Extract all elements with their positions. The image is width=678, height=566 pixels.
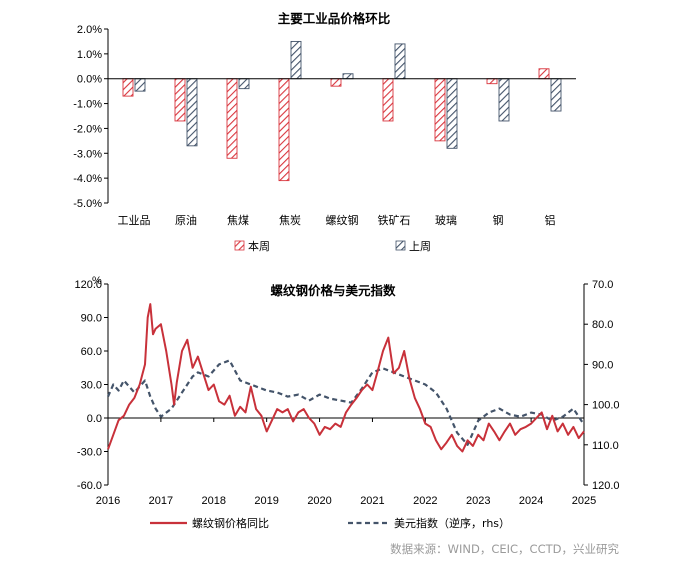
rebar-yoy-line (107, 303, 585, 453)
bar-this-week (122, 78, 134, 97)
x-tick-label: 2017 (149, 495, 173, 507)
x-tick-label: 2016 (96, 495, 120, 507)
bar-category-label: 螺纹钢 (326, 213, 359, 227)
right-y-tick-label: 70.0 (592, 279, 613, 291)
x-tick-label: 2019 (254, 495, 278, 507)
bar-last-week (342, 73, 354, 80)
x-tick-label: 2021 (360, 495, 384, 507)
bar-category-label: 工业品 (118, 214, 151, 227)
bar-this-week (538, 68, 550, 80)
left-y-tick-label: 0.0 (87, 413, 102, 425)
left-y-tick-label: 30.0 (81, 380, 102, 392)
line-series (106, 303, 585, 453)
bar-y-tick-label: -3.0% (73, 148, 102, 160)
bar-category-labels: 工业品 原油 焦煤 焦炭 螺纹钢 铁矿石 玻璃 钢 铝 (118, 213, 556, 227)
line-legend: 螺纹钢价格同比 美元指数（逆序，rhs） (150, 516, 510, 530)
bar-this-week (226, 78, 238, 159)
bar-y-tick-label: -5.0% (73, 198, 102, 210)
bar-this-week (174, 78, 186, 122)
x-tick-label: 2024 (519, 495, 543, 507)
bar-last-week (186, 78, 198, 147)
left-y-tick-label: 90.0 (81, 313, 102, 325)
bar-y-axis: 2.0% 1.0% 0.0% -1.0% -2.0% -3.0% -4.0% -5.0% (73, 24, 109, 210)
legend-label-dxy: 美元指数（逆序，rhs） (394, 516, 510, 530)
bar-last-week (134, 78, 146, 92)
bar-y-tick-label: 0.0% (77, 74, 102, 86)
right-y-tick-label: 120.0 (592, 480, 620, 492)
bar-this-week (382, 78, 394, 122)
bar-y-tick-label: 1.0% (77, 49, 102, 61)
bar-category-label: 铝 (545, 213, 556, 227)
bar-last-week (498, 78, 510, 122)
bar-y-tick-label: -4.0% (73, 173, 102, 185)
legend-label-rebar: 螺纹钢价格同比 (192, 516, 269, 530)
x-tick-label: 2018 (202, 495, 226, 507)
line-axes: 120.0 90.0 60.0 30.0 0.0 -30.0 -60.0 70.0 80.0 90… (74, 279, 619, 507)
legend-label-last-week: 上周 (409, 240, 431, 253)
left-y-tick-label: -30.0 (77, 447, 102, 459)
bar-category-label: 焦煤 (227, 214, 249, 227)
bar-chart-title: 主要工业品价格环比 (278, 11, 391, 26)
legend-label-this-week: 本周 (248, 239, 270, 253)
left-y-tick-label: 120.0 (74, 279, 102, 291)
bar-y-tick-label: -2.0% (73, 123, 102, 135)
x-tick-label: 2023 (466, 495, 490, 507)
right-y-tick-label: 80.0 (592, 319, 613, 331)
left-y-tick-label: 60.0 (81, 346, 102, 358)
bar-last-week (290, 40, 302, 80)
legend-swatch-last-week (395, 240, 406, 251)
bar-chart: 主要工业品价格环比 2.0% 1.0% 0.0% -1.0% -2.0% -3.0% -4.… (73, 11, 576, 253)
bar-y-tick-label: 2.0% (77, 24, 102, 36)
bar-last-week (550, 78, 562, 112)
left-y-tick-label: -60.0 (77, 480, 102, 492)
right-y-tick-label: 90.0 (592, 359, 613, 371)
line-chart-title: 螺纹钢价格与美元指数 (270, 283, 396, 298)
x-tick-label: 2020 (307, 495, 331, 507)
bar-last-week (394, 43, 406, 80)
bar-marks (108, 40, 576, 182)
right-y-tick-label: 100.0 (592, 400, 620, 412)
bar-category-label: 铁矿石 (378, 214, 411, 227)
bar-category-label: 玻璃 (435, 213, 457, 227)
bar-this-week (434, 78, 446, 142)
bar-category-label: 原油 (175, 213, 197, 227)
dxy-line (106, 359, 585, 446)
x-tick-label: 2025 (572, 495, 596, 507)
bar-y-tick-label: -1.0% (73, 99, 102, 111)
bar-category-label: 焦炭 (279, 214, 301, 227)
left-axis-unit: % (92, 275, 102, 287)
bar-legend: 本周 上周 (234, 239, 431, 253)
bar-this-week (486, 78, 498, 85)
bar-last-week (446, 78, 458, 149)
legend-swatch-this-week (234, 240, 245, 251)
x-tick-label: 2022 (413, 495, 437, 507)
line-chart: 螺纹钢价格与美元指数 % 120.0 90.0 60.0 30.0 0.0 -30.0 -6… (74, 275, 619, 530)
bar-this-week (278, 78, 290, 182)
bar-this-week (330, 78, 342, 87)
right-y-tick-label: 110.0 (592, 440, 619, 452)
bar-category-label: 钢 (493, 214, 504, 227)
bar-last-week (238, 78, 250, 90)
data-source-note: 数据来源：WIND，CEIC，CCTD，兴业研究 (390, 542, 619, 556)
